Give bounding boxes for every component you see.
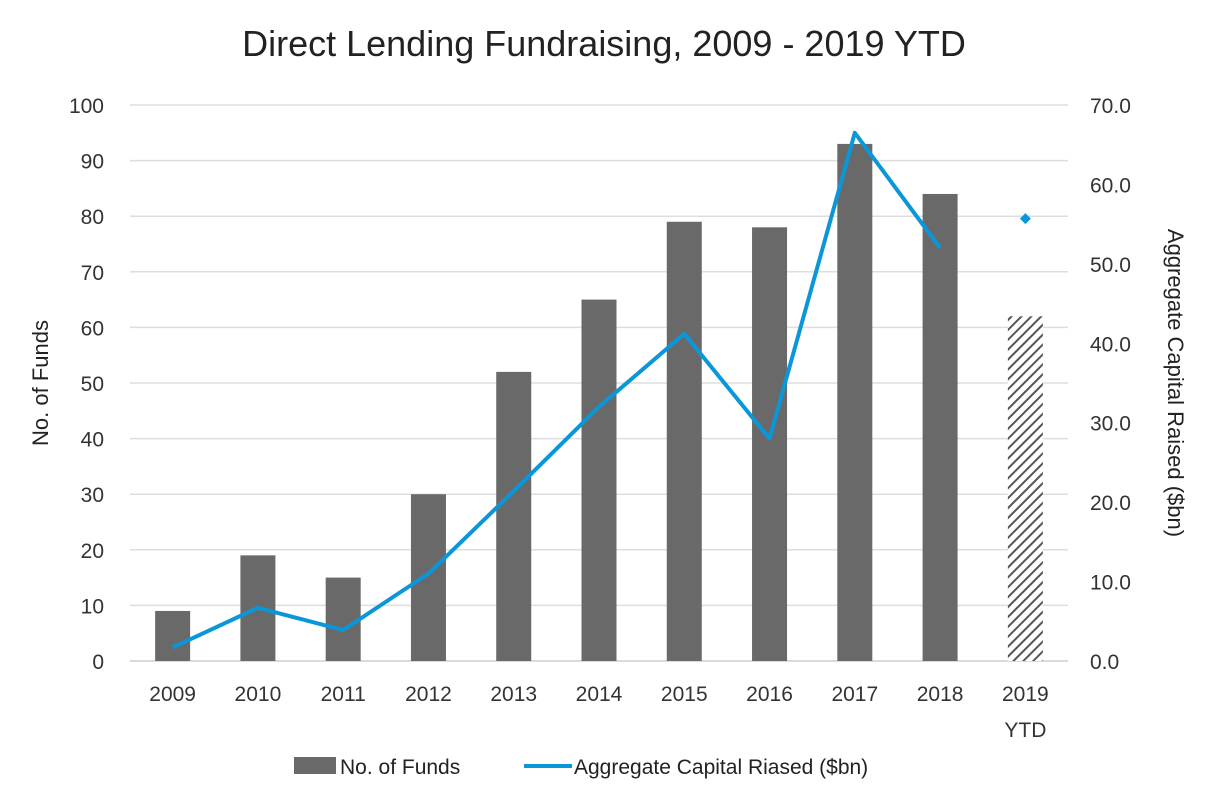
x-tick-label: 2015 bbox=[661, 683, 708, 706]
left-tick-label: 10 bbox=[81, 595, 104, 618]
left-tick-label: 50 bbox=[81, 373, 104, 396]
bar-2015 bbox=[666, 221, 702, 661]
x-tick-label: 2010 bbox=[235, 683, 282, 706]
line-series bbox=[171, 130, 1031, 650]
right-axis-label: Aggregate Capital Raised ($bn) bbox=[1163, 229, 1188, 537]
bar-2017 bbox=[837, 143, 873, 662]
legend: No. of Funds Aggregate Capital Riased ($… bbox=[294, 756, 868, 779]
right-tick-label: 60.0 bbox=[1090, 174, 1131, 197]
left-tick-label: 70 bbox=[81, 262, 104, 285]
x-tick-label: 2009 bbox=[149, 683, 196, 706]
legend-label-capital: Aggregate Capital Riased ($bn) bbox=[574, 756, 868, 779]
x-tick-label: 2013 bbox=[490, 683, 537, 706]
right-tick-label: 20.0 bbox=[1090, 492, 1131, 515]
x-tick-label: YTD bbox=[1004, 719, 1046, 742]
x-tick-label: 2017 bbox=[831, 683, 878, 706]
bar-series bbox=[155, 143, 1043, 662]
x-tick-label: 2018 bbox=[917, 683, 964, 706]
capital-marker-2019-ytd bbox=[1019, 213, 1031, 225]
bar-2018 bbox=[922, 193, 958, 661]
x-tick-label: 2012 bbox=[405, 683, 452, 706]
capital-line bbox=[171, 130, 942, 650]
right-axis-ticks: 0.0 10.0 20.0 30.0 40.0 50.0 60.0 70.0 bbox=[1090, 95, 1131, 674]
bar-2013 bbox=[496, 371, 532, 661]
left-tick-label: 90 bbox=[81, 151, 104, 174]
x-axis-ticks: 2009 2010 2011 2012 2013 2014 2015 2016 2017 2018… bbox=[149, 683, 1048, 742]
bar-2012 bbox=[410, 494, 446, 661]
right-tick-label: 10.0 bbox=[1090, 572, 1131, 595]
bar-2016 bbox=[752, 227, 788, 661]
bar-2009 bbox=[155, 610, 191, 661]
right-tick-label: 40.0 bbox=[1090, 333, 1131, 356]
chart-title: Direct Lending Fundraising, 2009 - 2019 … bbox=[242, 23, 966, 64]
right-tick-label: 30.0 bbox=[1090, 413, 1131, 436]
left-axis-ticks: 0 10 20 30 40 50 60 70 80 90 100 bbox=[69, 95, 104, 674]
left-tick-label: 20 bbox=[81, 540, 104, 563]
legend-label-funds: No. of Funds bbox=[340, 756, 460, 779]
bar-2011 bbox=[325, 577, 361, 661]
left-tick-label: 30 bbox=[81, 484, 104, 507]
x-tick-label: 2014 bbox=[576, 683, 623, 706]
left-tick-label: 40 bbox=[81, 429, 104, 452]
left-tick-label: 80 bbox=[81, 206, 104, 229]
left-tick-label: 100 bbox=[69, 95, 104, 118]
x-tick-label: 2016 bbox=[746, 683, 793, 706]
right-tick-label: 50.0 bbox=[1090, 254, 1131, 277]
x-tick-label: 2011 bbox=[321, 683, 366, 706]
right-tick-label: 70.0 bbox=[1090, 95, 1131, 118]
right-tick-label: 0.0 bbox=[1090, 651, 1119, 674]
left-tick-label: 60 bbox=[81, 317, 104, 340]
bar-2014 bbox=[581, 299, 617, 661]
left-tick-label: 0 bbox=[92, 651, 104, 674]
x-tick-label: 2019 bbox=[1002, 683, 1049, 706]
left-axis-label: No. of Funds bbox=[28, 320, 53, 446]
bar-2019-ytd bbox=[1007, 316, 1043, 661]
legend-swatch-funds bbox=[294, 757, 336, 774]
